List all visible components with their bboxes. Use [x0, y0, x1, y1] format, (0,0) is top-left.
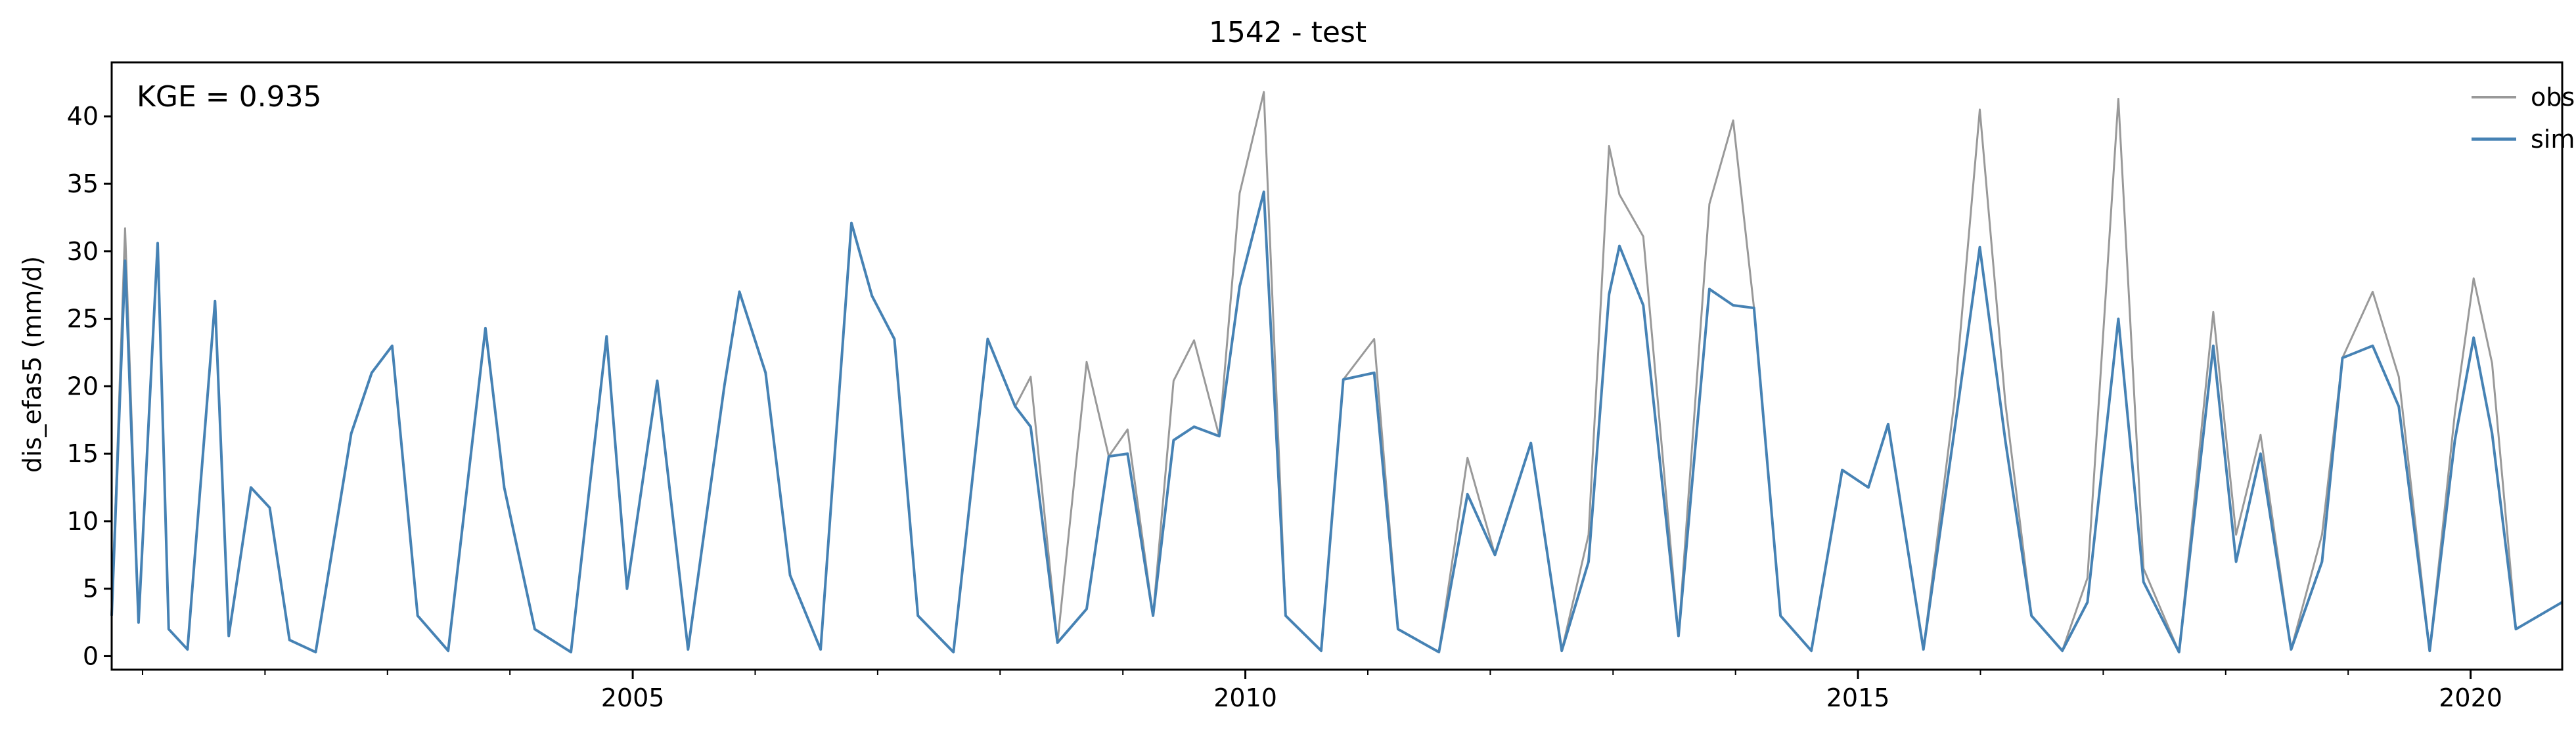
y-tick-label: 40 [67, 102, 99, 131]
x-tick-label: 2020 [2439, 683, 2502, 712]
kge-annotation: KGE = 0.935 [137, 80, 322, 114]
legend: obs sim [2472, 83, 2575, 154]
x-tick-label: 2005 [601, 683, 665, 712]
y-tick-label: 25 [67, 305, 99, 334]
y-tick-label: 10 [67, 507, 99, 536]
y-tick-label: 20 [67, 372, 99, 400]
y-tick-label: 30 [67, 237, 99, 266]
y-axis-ticks: 0 5 10 15 20 25 30 35 40 [67, 102, 112, 670]
x-axis-ticks: 2005 2010 2015 2020 [141, 670, 2502, 712]
legend-obs-label: obs [2531, 83, 2575, 112]
plot-frame [110, 61, 2564, 671]
y-tick-label: 15 [67, 439, 99, 468]
plot-area [110, 91, 2564, 654]
y-tick-label: 0 [83, 641, 99, 670]
y-tick-label: 35 [67, 169, 99, 198]
y-axis-label: dis_efas5 (mm/d) [18, 256, 47, 473]
series-line-sim [110, 190, 2564, 654]
legend-sim-label: sim [2531, 125, 2575, 154]
x-tick-label: 2015 [1826, 683, 1890, 712]
y-tick-label: 5 [83, 574, 99, 603]
x-tick-label: 2010 [1213, 683, 1277, 712]
chart-title: 1542 - test [1209, 16, 1367, 49]
